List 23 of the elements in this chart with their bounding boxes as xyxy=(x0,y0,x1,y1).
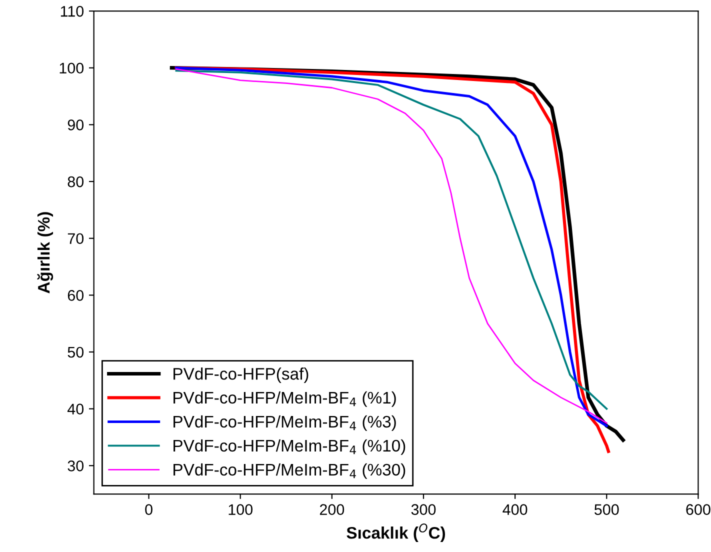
y-tick-label: 100 xyxy=(60,62,84,74)
legend-label: PVdF-co-HFP/MeIm-BF$_{4}$ (%3) xyxy=(174,415,396,431)
y-tick-label: 80 xyxy=(68,176,84,188)
x-axis-title: Sıcaklık ($^{O}$C) xyxy=(346,524,446,542)
y-tick-label: 40 xyxy=(67,404,84,414)
x-tick-label: 200 xyxy=(320,504,344,515)
y-tick-label: 30 xyxy=(68,460,84,472)
y-tick-label: 60 xyxy=(68,290,84,301)
x-tick-label: 300 xyxy=(411,504,436,515)
legend-label: PVdF-co-HFP/MeIm-BF$_{4}$ (%1) xyxy=(174,391,396,407)
x-tick-label: 0 xyxy=(145,504,152,515)
legend-label: PVdF-co-HFP/MeIm-BF$_{4}$ (%30) xyxy=(174,463,406,479)
legend-label: PVdF-co-HFP/MeIm-BF$_{4}$ (%10) xyxy=(174,439,406,455)
x-tick-label: 600 xyxy=(686,504,710,515)
y-tick-label: 50 xyxy=(68,346,84,358)
x-tick-label: 500 xyxy=(594,504,619,515)
y-tick-label: 70 xyxy=(68,233,84,244)
y-axis-title: Ağırlık (%) xyxy=(37,212,54,294)
y-tick-label: 90 xyxy=(68,120,84,130)
y-tick-label: 110 xyxy=(60,6,84,17)
x-tick-label: 100 xyxy=(228,504,253,515)
x-tick-label: 400 xyxy=(502,504,528,515)
legend-label: PVdF-co-HFP(saf) xyxy=(174,368,308,384)
